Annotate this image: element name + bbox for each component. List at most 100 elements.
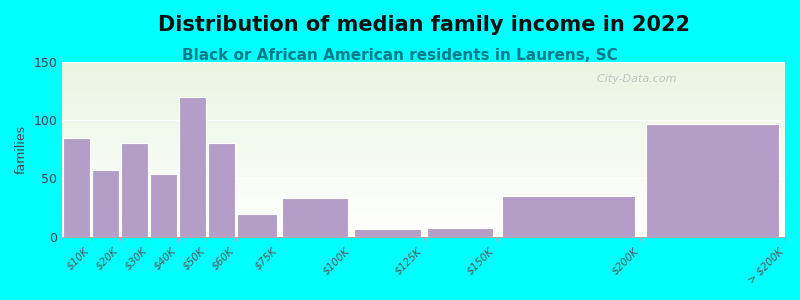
Bar	[62, 221, 785, 223]
Title: Distribution of median family income in 2022: Distribution of median family income in …	[158, 15, 690, 35]
Bar	[62, 216, 785, 218]
Bar	[62, 170, 785, 172]
Bar	[62, 186, 785, 188]
Bar	[62, 111, 785, 112]
Bar	[62, 88, 785, 90]
Bar	[62, 67, 785, 69]
Bar	[62, 195, 785, 197]
Bar	[62, 149, 785, 151]
Bar	[62, 140, 785, 142]
Bar	[62, 116, 785, 118]
Bar	[62, 225, 785, 226]
Bar	[62, 98, 785, 100]
Bar	[62, 174, 785, 176]
Bar	[62, 109, 785, 111]
Bar	[62, 86, 785, 88]
Bar	[62, 95, 785, 97]
Bar	[62, 181, 785, 182]
Bar	[62, 182, 785, 184]
Bar	[62, 144, 785, 146]
Bar	[62, 205, 785, 207]
Bar	[62, 169, 785, 170]
Bar	[122, 143, 148, 237]
Bar	[62, 230, 785, 232]
Bar	[62, 134, 785, 135]
Bar	[62, 142, 785, 144]
Bar	[62, 119, 785, 121]
Bar	[62, 151, 785, 153]
Bar	[62, 190, 785, 191]
Bar	[62, 93, 785, 95]
Bar	[62, 126, 785, 128]
Bar	[62, 212, 785, 214]
Bar	[62, 63, 785, 65]
Bar	[92, 170, 119, 237]
Bar	[62, 193, 785, 195]
Text: Black or African American residents in Laurens, SC: Black or African American residents in L…	[182, 48, 618, 63]
Bar	[62, 209, 785, 211]
Bar	[62, 130, 785, 132]
Bar	[62, 153, 785, 154]
Bar	[62, 226, 785, 228]
Bar	[62, 233, 785, 235]
Bar	[62, 114, 785, 116]
Bar	[62, 198, 785, 200]
Bar	[62, 165, 785, 167]
Bar	[62, 123, 785, 125]
Bar	[354, 229, 421, 237]
Bar	[62, 219, 785, 221]
Bar	[62, 163, 785, 165]
Bar	[62, 214, 785, 216]
Bar	[62, 76, 785, 77]
Bar	[62, 167, 785, 169]
Bar	[150, 174, 177, 237]
Bar	[179, 97, 206, 237]
Bar	[282, 198, 349, 237]
Bar	[62, 103, 785, 105]
Bar	[62, 176, 785, 177]
Bar	[62, 107, 785, 109]
Bar	[62, 65, 785, 67]
Bar	[62, 223, 785, 225]
Bar	[62, 161, 785, 163]
Bar	[62, 200, 785, 202]
Bar	[62, 196, 785, 198]
Bar	[62, 69, 785, 70]
Bar	[62, 172, 785, 174]
Bar	[62, 204, 785, 205]
Bar	[62, 156, 785, 158]
Bar	[62, 228, 785, 230]
Bar	[62, 184, 785, 186]
Bar	[62, 188, 785, 190]
Bar	[62, 92, 785, 93]
Bar	[62, 105, 785, 107]
Bar	[238, 214, 278, 237]
Bar	[62, 118, 785, 119]
Bar	[502, 196, 634, 237]
Bar	[62, 202, 785, 204]
Bar	[62, 154, 785, 156]
Bar	[62, 82, 785, 84]
Y-axis label: families: families	[15, 125, 28, 174]
Bar	[426, 228, 493, 237]
Bar	[62, 146, 785, 148]
Bar	[62, 211, 785, 212]
Bar	[62, 100, 785, 102]
Bar	[208, 143, 234, 237]
Bar	[62, 81, 785, 82]
Bar	[62, 137, 785, 139]
Bar	[62, 97, 785, 98]
Bar	[62, 232, 785, 233]
Bar	[62, 191, 785, 193]
Bar	[62, 121, 785, 123]
Bar	[62, 132, 785, 134]
Bar	[62, 179, 785, 181]
Bar	[62, 79, 785, 81]
Bar	[62, 160, 785, 161]
Bar	[62, 177, 785, 179]
Text: City-Data.com: City-Data.com	[590, 74, 676, 84]
Bar	[62, 72, 785, 74]
Bar	[62, 135, 785, 137]
Bar	[62, 102, 785, 104]
Bar	[63, 137, 90, 237]
